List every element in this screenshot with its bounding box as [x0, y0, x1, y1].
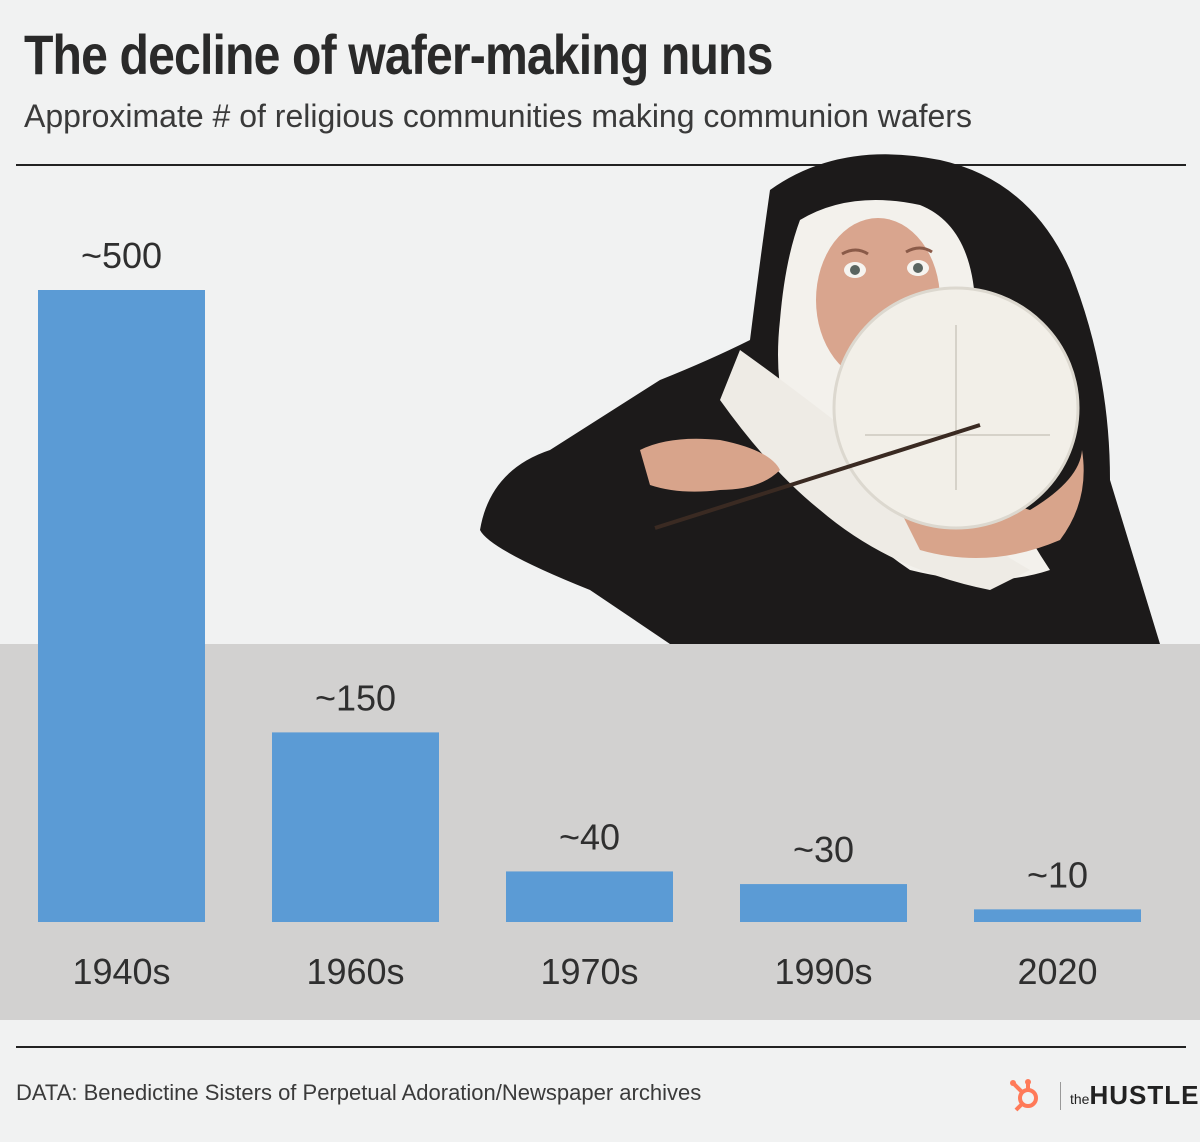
the-hustle-logo: theHUSTLE	[1008, 1074, 1198, 1118]
chart-title: The decline of wafer-making nuns	[24, 23, 773, 86]
top-divider	[16, 164, 1186, 166]
logo-separator	[1060, 1082, 1061, 1110]
logo-hustle: HUSTLE	[1089, 1080, 1200, 1110]
logo-wordmark: theHUSTLE	[1070, 1080, 1199, 1111]
chart-subtitle: Approximate # of religious communities m…	[24, 98, 972, 134]
bar-1940s	[38, 290, 205, 922]
category-label-1990s: 1990s	[774, 951, 872, 992]
value-label-1990s: ~30	[793, 829, 854, 870]
value-label-1970s: ~40	[559, 816, 620, 857]
bottom-divider	[16, 1046, 1186, 1048]
value-label-2020: ~10	[1027, 854, 1088, 895]
category-label-1940s: 1940s	[72, 951, 170, 992]
value-label-1940s: ~500	[81, 235, 162, 276]
bar-1970s	[506, 871, 673, 922]
hubspot-sprocket-icon	[1010, 1079, 1038, 1112]
data-source: DATA: Benedictine Sisters of Perpetual A…	[16, 1080, 702, 1105]
category-label-1970s: 1970s	[540, 951, 638, 992]
category-label-1960s: 1960s	[306, 951, 404, 992]
bar-1990s	[740, 884, 907, 922]
logo-the: the	[1070, 1091, 1090, 1107]
category-label-2020: 2020	[1017, 951, 1097, 992]
bar-1960s	[272, 732, 439, 922]
value-label-1960s: ~150	[315, 677, 396, 718]
bar-2020	[974, 909, 1141, 922]
nun-holding-wafer-illustration	[480, 154, 1160, 644]
